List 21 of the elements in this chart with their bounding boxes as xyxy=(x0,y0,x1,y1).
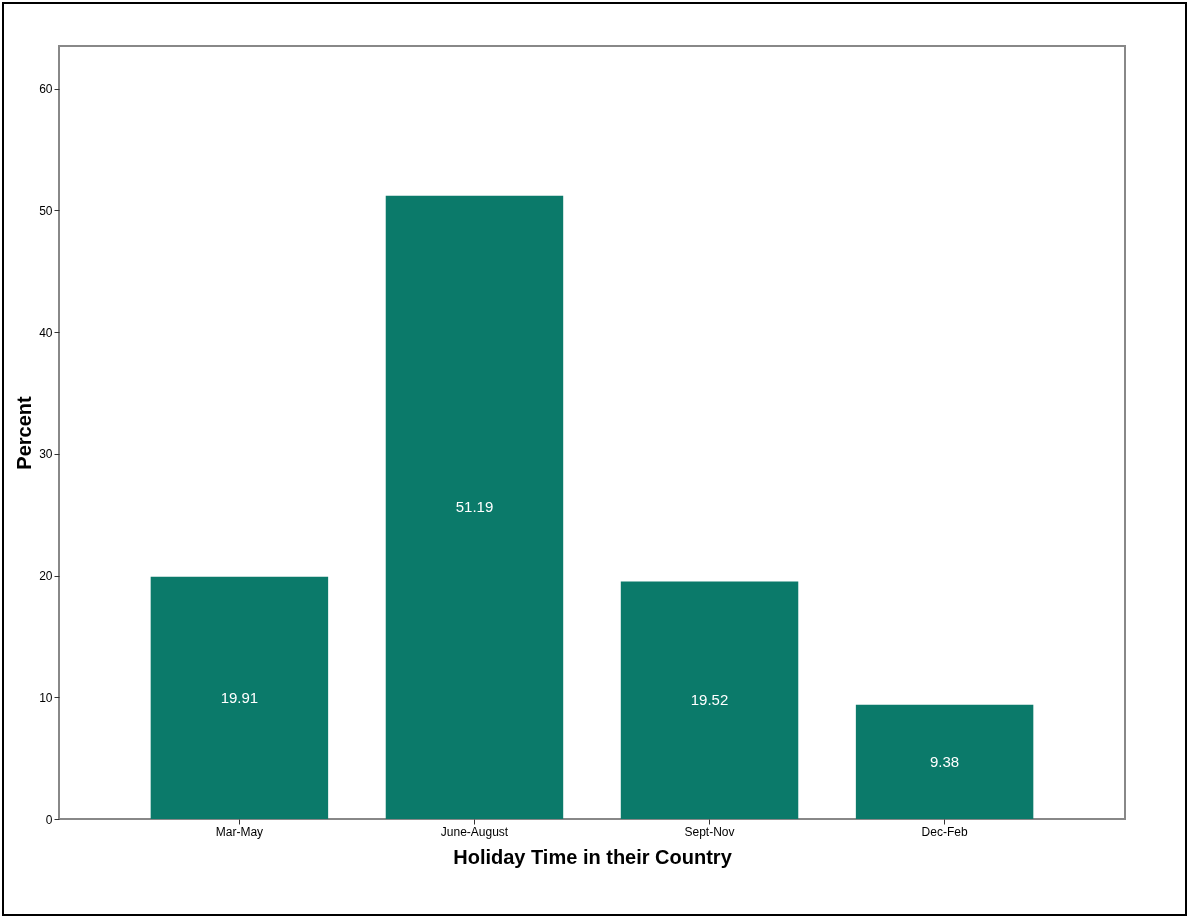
y-tick-label: 50 xyxy=(39,203,53,218)
x-tick-label: Dec-Feb xyxy=(921,824,968,839)
data-label: 51.19 xyxy=(455,498,494,516)
y-tick-label: 40 xyxy=(39,325,53,340)
x-tick-label: Sept-Nov xyxy=(684,824,735,839)
y-axis-title: Percent xyxy=(13,395,36,470)
bar xyxy=(150,576,329,819)
y-tick-label: 20 xyxy=(39,569,53,584)
y-tick-label: 60 xyxy=(39,82,53,97)
bar xyxy=(855,704,1034,819)
y-tick-label: 30 xyxy=(39,447,53,462)
data-label: 19.52 xyxy=(690,691,729,709)
bar xyxy=(385,195,564,819)
x-axis-title: Holiday Time in their Country xyxy=(453,845,733,868)
x-tick-label: Mar-May xyxy=(215,824,264,839)
data-label: 9.38 xyxy=(929,752,960,770)
y-tick-label: 0 xyxy=(45,812,53,827)
x-tick-label: June-August xyxy=(440,824,509,839)
bar xyxy=(620,581,799,819)
y-tick-label: 10 xyxy=(39,690,53,705)
data-label: 19.91 xyxy=(220,688,259,706)
